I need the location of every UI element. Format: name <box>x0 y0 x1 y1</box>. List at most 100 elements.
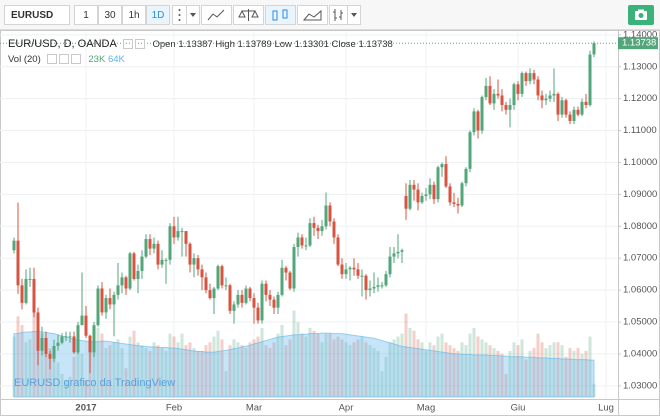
ohlc-value: 1.13738 <box>358 39 393 50</box>
candle-body <box>280 267 284 295</box>
volume-bar <box>140 345 144 397</box>
y-tick-label: 1.12000 <box>623 93 657 104</box>
volume-bar <box>124 368 128 397</box>
candle-body <box>572 109 576 121</box>
volume-bar <box>432 345 436 397</box>
candle-body <box>96 288 100 326</box>
interval-button[interactable]: 1D <box>146 5 170 25</box>
candle-body <box>268 294 272 300</box>
volume-bar <box>564 356 568 397</box>
candle-body <box>88 335 92 353</box>
volume-bar <box>552 342 556 397</box>
interval-button[interactable]: 30 <box>98 5 122 25</box>
candle-body <box>36 312 40 351</box>
candle-body <box>440 164 444 168</box>
candle-body <box>172 226 176 238</box>
candle-body <box>328 205 332 222</box>
volume-bar <box>460 342 464 397</box>
candle-body <box>168 226 172 260</box>
volume-bar <box>300 333 304 397</box>
legend-icon[interactable] <box>70 54 81 65</box>
volume-bar <box>556 342 560 397</box>
candle-body <box>364 275 368 291</box>
candle-body <box>352 267 356 270</box>
candle-body <box>536 79 540 96</box>
candles-style-button[interactable] <box>265 5 296 25</box>
volume-bar <box>200 350 204 397</box>
volume-bar <box>468 333 472 397</box>
volume-bar <box>64 379 68 397</box>
snapshot-button[interactable] <box>628 5 654 25</box>
volume-bar <box>152 342 156 397</box>
candle-body <box>488 85 492 104</box>
area-style-button[interactable] <box>297 5 328 25</box>
toolbar: EURUSD 1 30 1h 1D <box>0 0 660 30</box>
candle-body <box>148 239 152 249</box>
candle-body <box>388 256 392 275</box>
volume-bar <box>136 342 140 397</box>
candle-body <box>100 288 104 313</box>
candle-body <box>464 168 468 184</box>
candle-body <box>576 109 580 115</box>
volume-bar <box>236 342 240 397</box>
candle-body <box>64 336 68 338</box>
volume-bar <box>24 342 28 397</box>
volume-bar <box>568 348 572 397</box>
volume-bar <box>244 348 248 397</box>
volume-bar <box>328 333 332 397</box>
candle-body <box>284 267 288 273</box>
legend-icon[interactable] <box>122 39 133 50</box>
volume-bar <box>196 350 200 397</box>
volume-bar <box>532 348 536 397</box>
candle-body <box>16 240 20 286</box>
volume-bar <box>56 362 60 397</box>
interval-button[interactable]: 1h <box>122 5 146 25</box>
symbol-search[interactable]: EURUSD <box>4 5 70 25</box>
candle-body <box>580 101 584 115</box>
volume-bar <box>524 359 528 397</box>
bars-style-button[interactable] <box>329 5 348 25</box>
candle-body <box>20 285 24 303</box>
legend-icon[interactable] <box>58 54 69 65</box>
volume-bar <box>444 342 448 397</box>
candle-body <box>164 259 168 261</box>
legend-icon[interactable] <box>134 39 145 50</box>
volume-bar <box>396 336 400 397</box>
candle-body <box>80 315 84 326</box>
volume-bar <box>172 336 176 397</box>
candle-body <box>12 240 16 251</box>
volume-bar <box>488 345 492 397</box>
y-tick-label: 1.13000 <box>623 61 657 72</box>
volume-bar <box>544 348 548 397</box>
candle-body <box>448 186 452 203</box>
y-tick-label: 1.14000 <box>623 29 657 40</box>
volume-bar <box>268 348 272 397</box>
volume-bar <box>372 348 376 397</box>
candle-body <box>324 205 328 227</box>
interval-button[interactable]: 1 <box>74 5 98 25</box>
volume-bar <box>224 371 228 397</box>
candle-body <box>348 267 352 270</box>
volume-bar <box>428 342 432 397</box>
x-tick-label: Feb <box>166 403 182 414</box>
candle-body <box>500 95 504 106</box>
volume-ma-value: 64K <box>107 54 125 65</box>
candle-body <box>136 270 140 279</box>
candle-body <box>484 85 488 98</box>
indicators-button[interactable] <box>201 5 232 25</box>
volume-bar <box>128 336 132 397</box>
ohlc-label: High <box>215 39 235 50</box>
candle-body <box>156 243 160 265</box>
volume-bar <box>548 345 552 397</box>
candle-body <box>44 337 48 354</box>
volume-bar <box>272 342 276 397</box>
y-tick-label: 1.11000 <box>623 125 657 136</box>
volume-bar <box>212 336 216 397</box>
candle-body <box>68 336 72 338</box>
ohlc-label: Open <box>152 39 176 50</box>
candle-body <box>228 285 232 311</box>
x-tick-label: 2017 <box>75 403 96 414</box>
legend-icon[interactable] <box>46 54 57 65</box>
volume-bar <box>116 339 120 397</box>
